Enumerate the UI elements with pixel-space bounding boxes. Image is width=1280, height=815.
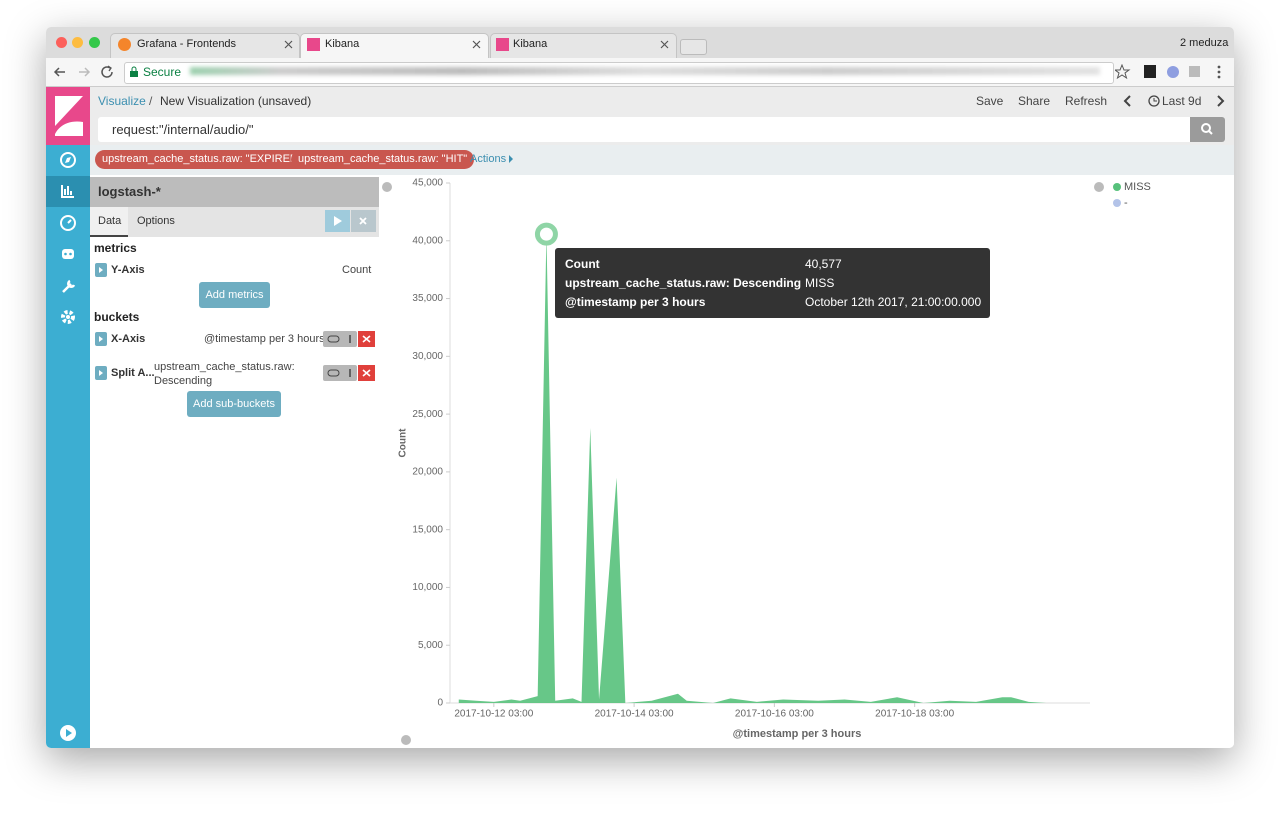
x-tick-label: 2017-10-12 03:00 [454, 709, 533, 720]
kibana-favicon [307, 38, 320, 51]
legend-toggle[interactable] [1094, 182, 1104, 192]
secure-label: Secure [143, 65, 182, 79]
x-axis-title: @timestamp per 3 hours [733, 728, 862, 740]
kibana-logo[interactable] [46, 87, 90, 145]
editor-tab[interactable]: Data [98, 215, 122, 227]
toolbar-icons[interactable] [1115, 64, 1225, 80]
tooltip-value: MISS [805, 276, 835, 290]
collapse-toggle[interactable] [382, 182, 392, 192]
y-tick-label: 40,000 [412, 235, 443, 246]
agg-label: X-Axis [111, 333, 146, 345]
tab-title: Grafana - Frontends [137, 38, 237, 50]
y-tick-label: 30,000 [412, 351, 443, 362]
new-tab[interactable] [680, 39, 707, 55]
query-input[interactable] [98, 117, 1190, 142]
nav-icons[interactable] [46, 145, 90, 748]
legend-label: - [1124, 197, 1128, 209]
tooltip-value: 40,577 [805, 257, 842, 271]
tab-close[interactable] [284, 40, 293, 49]
section-title: metrics [94, 241, 137, 255]
expand[interactable] [95, 263, 107, 277]
close-light[interactable] [56, 37, 67, 48]
chart: Count @timestamp per 3 hours 0 5,000 10,00… [382, 178, 1151, 745]
grafana-favicon [118, 38, 131, 51]
filter-pill[interactable]: upstream_cache_status.raw: "EXPIRED" [95, 150, 309, 169]
blurred-url [190, 67, 1100, 75]
time-range[interactable]: Last 9d [1162, 94, 1202, 108]
y-tick-label: 10,000 [412, 582, 443, 593]
agg-controls[interactable] [323, 331, 375, 347]
hover-marker [534, 222, 558, 246]
kibana-favicon [496, 38, 509, 51]
tooltip: Count 40,577 upstream_cache_status.raw: … [555, 248, 990, 318]
tooltip-value: October 12th 2017, 21:00:00.000 [805, 295, 982, 309]
agg-value: Count [342, 264, 372, 276]
collapse-toggle[interactable] [401, 735, 411, 745]
breadcrumb-current: New Visualization (unsaved) [160, 94, 312, 108]
save-button[interactable]: Save [976, 94, 1004, 108]
filter-actions[interactable]: Actions [470, 153, 507, 165]
expand[interactable] [95, 332, 107, 346]
legend-swatch [1113, 183, 1121, 191]
profile[interactable]: 2 meduza [1180, 37, 1229, 49]
tab[interactable] [110, 33, 300, 59]
apply-discard[interactable] [325, 210, 377, 232]
add-metrics[interactable]: Add metrics [199, 282, 270, 308]
agg-controls[interactable] [323, 365, 375, 381]
tooltip-key: @timestamp per 3 hours [565, 295, 706, 309]
section-title: buckets [94, 310, 140, 324]
y-tick-label: 15,000 [412, 524, 443, 535]
max-light[interactable] [89, 37, 100, 48]
query-text: request:"/internal/audio/" [112, 122, 254, 137]
tab-active-bg [90, 207, 128, 237]
index-pattern: logstash-* [98, 184, 161, 199]
add-sub-buckets[interactable]: Add sub-buckets [187, 391, 281, 417]
breadcrumb-sep: / [149, 94, 153, 108]
agg-value: upstream_cache_status.raw: Descending [154, 361, 295, 387]
breadcrumb-link[interactable]: Visualize [98, 94, 146, 108]
min-light[interactable] [72, 37, 83, 48]
editor-tab[interactable]: Options [137, 215, 175, 227]
nav-buttons[interactable] [52, 64, 118, 80]
tab-close[interactable] [472, 40, 481, 49]
tab[interactable] [490, 33, 677, 59]
search-button[interactable] [1190, 117, 1225, 142]
tooltip-key: upstream_cache_status.raw: Descending [565, 276, 802, 290]
tab-close[interactable] [660, 40, 669, 49]
x-tick-label: 2017-10-16 03:00 [735, 709, 814, 720]
tab-title: Kibana [513, 38, 548, 50]
legend-swatch [1113, 199, 1121, 207]
lock-icon [130, 66, 138, 77]
tooltip-key: Count [565, 257, 600, 271]
refresh-button[interactable]: Refresh [1065, 94, 1108, 108]
agg-value: @timestamp per 3 hours [204, 333, 325, 345]
y-tick-label: 0 [437, 698, 443, 709]
y-tick-label: 20,000 [412, 467, 443, 478]
x-tick-label: 2017-10-14 03:00 [595, 709, 674, 720]
agg-label: Y-Axis [111, 264, 145, 276]
time-nav[interactable] [1122, 94, 1230, 108]
y-tick-label: 35,000 [412, 293, 443, 304]
y-axis-title: Count [398, 428, 409, 458]
agg-label: Split A... [111, 367, 155, 379]
expand[interactable] [95, 366, 107, 380]
y-tick-label: 45,000 [412, 178, 443, 189]
legend-label: MISS [1124, 181, 1151, 193]
caret [509, 155, 513, 163]
y-tick-label: 5,000 [418, 640, 443, 651]
filter-pill[interactable]: upstream_cache_status.raw: "HIT" [291, 150, 475, 169]
x-tick-label: 2017-10-18 03:00 [875, 709, 954, 720]
y-tick-label: 25,000 [412, 409, 443, 420]
index-header [90, 177, 379, 207]
share-button[interactable]: Share [1018, 94, 1051, 108]
tab-active[interactable] [300, 33, 489, 60]
tab-title: Kibana [325, 38, 360, 50]
